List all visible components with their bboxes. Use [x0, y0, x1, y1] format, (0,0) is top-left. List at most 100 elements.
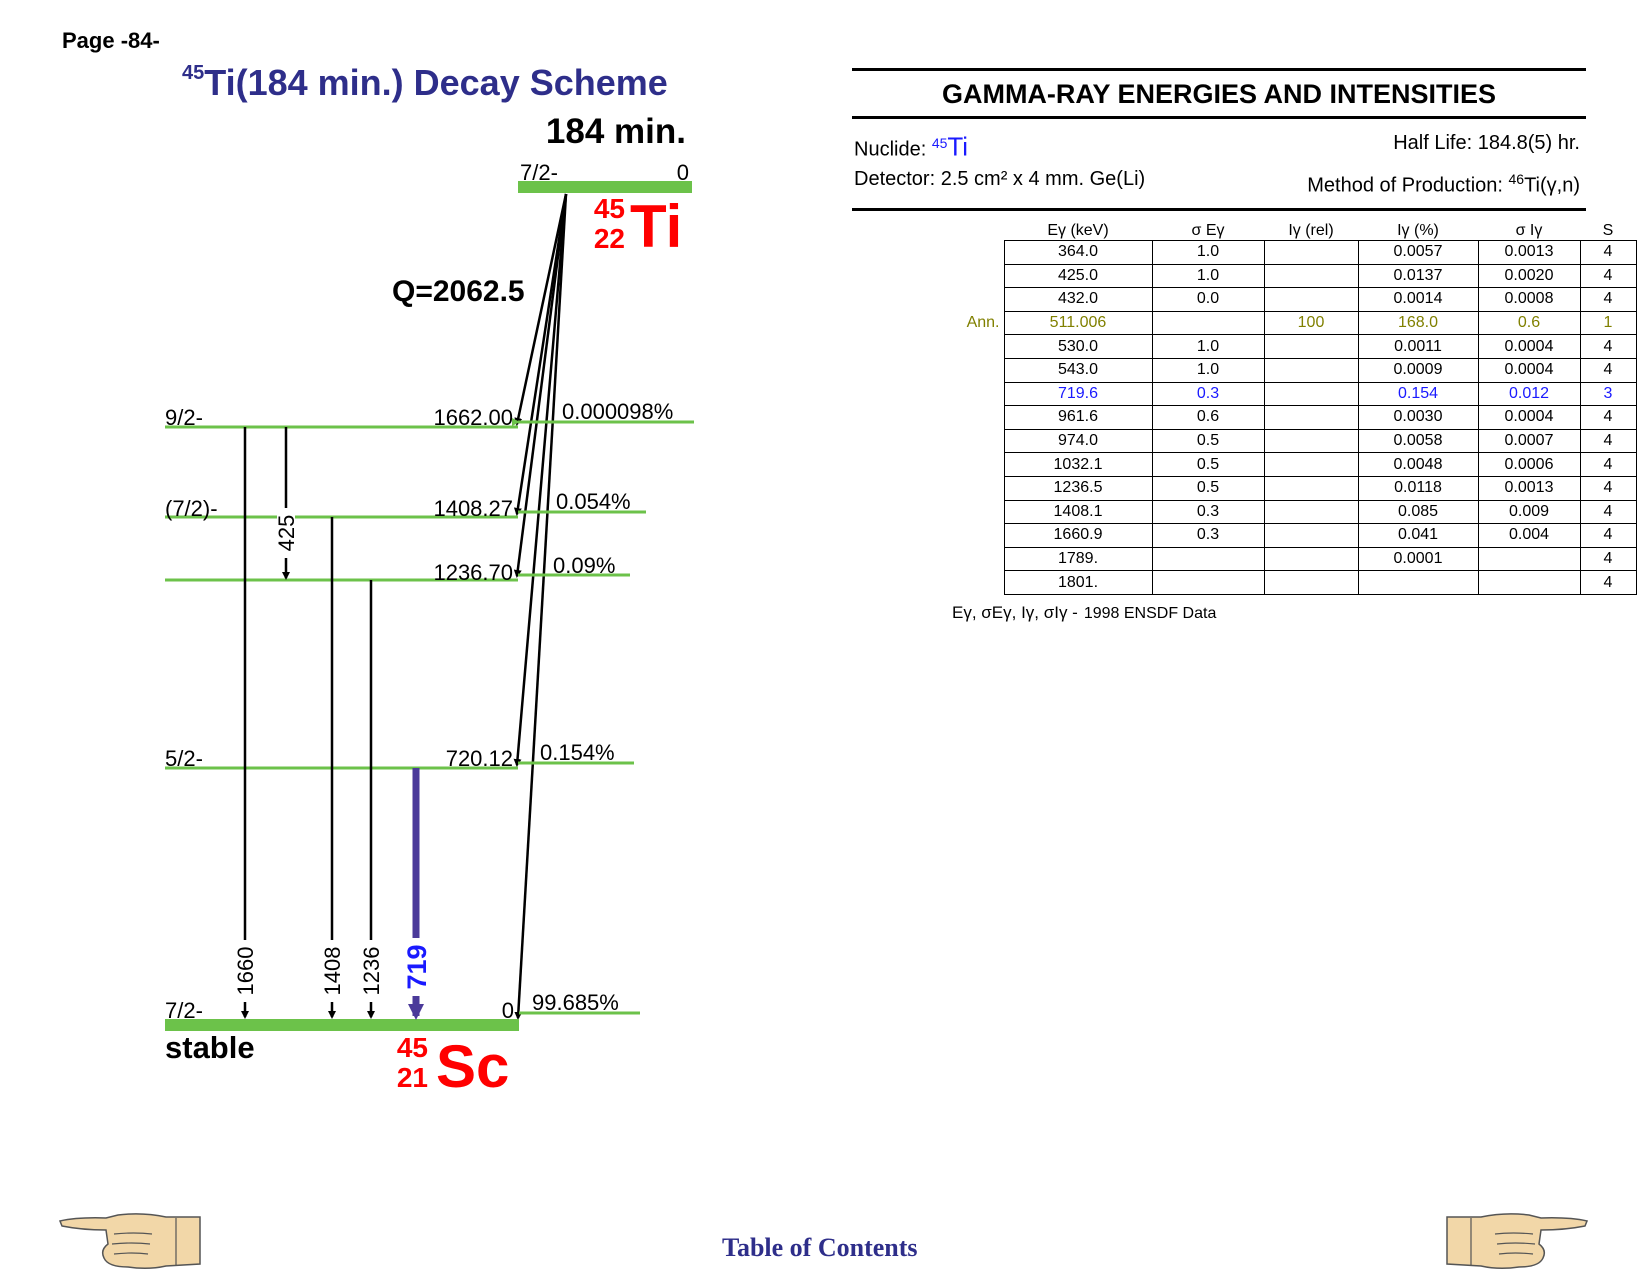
half-life-field: Half Life: 184.8(5) hr.: [1393, 132, 1580, 154]
cell-sigma-energy: [1151, 310, 1265, 336]
cell-s: 3: [1579, 381, 1637, 407]
row-label-header: [952, 210, 1004, 241]
daughter-atomic-number: 21: [397, 1062, 428, 1093]
label-1660-background: [236, 940, 254, 1002]
daughter-mass-number: 45: [397, 1032, 428, 1063]
row-label: [952, 358, 1004, 382]
cell-sigma-energy: 0.5: [1151, 428, 1265, 454]
row-label: [952, 241, 1004, 265]
cell-intensity-rel: [1263, 499, 1359, 525]
cell-sigma-energy: 1.0: [1151, 334, 1265, 359]
cell-energy: 974.0: [1003, 428, 1153, 454]
cell-intensity-pct: 168.0: [1357, 310, 1479, 336]
cell-intensity-pct: 0.0057: [1357, 240, 1479, 265]
gamma-table-body: 364.0 1.0 0.0057 0.0013 4 425.0 1.0 0.0137 0.002…: [952, 240, 1637, 595]
row-label: [952, 500, 1004, 524]
col-header-sigma-intensity: σ Iγ: [1515, 222, 1543, 239]
cell-energy: 961.6: [1003, 405, 1153, 430]
row-label: [952, 429, 1004, 453]
cell-s: 4: [1579, 240, 1637, 265]
title-rule: [852, 116, 1586, 119]
title-text: Ti(184 min.) Decay Scheme: [204, 62, 668, 103]
cell-sigma-energy: 1.0: [1151, 240, 1265, 265]
cell-s: 4: [1579, 428, 1637, 454]
cell-intensity-pct: 0.085: [1357, 499, 1479, 525]
table-of-contents-link[interactable]: Table of Contents: [722, 1233, 918, 1262]
cell-energy: 511.006: [1003, 310, 1153, 336]
table-row: 1801. 4: [952, 570, 1637, 595]
level-1236-energy: 1236.70: [433, 560, 513, 585]
cell-sigma-intensity: 0.0007: [1477, 428, 1581, 454]
cell-sigma-intensity: 0.6: [1477, 310, 1581, 336]
production-mass: 46: [1508, 170, 1525, 187]
cell-sigma-energy: 0.5: [1151, 475, 1265, 501]
level-1662-energy: 1662.00: [433, 405, 513, 430]
gamma-table: Eγ (keV) σ Eγ Iγ (rel) Iγ (%) σ Iγ S 364…: [952, 210, 1637, 595]
cell-sigma-intensity: 0.009: [1477, 499, 1581, 525]
cell-energy: 1660.9: [1003, 523, 1153, 548]
hand-pointing-left-icon[interactable]: [58, 1212, 204, 1272]
parent-mass-number: 45: [594, 193, 625, 224]
parent-energy: 0: [677, 160, 689, 185]
col-header-intensity-rel: Iγ (rel): [1288, 222, 1334, 239]
level-720-spin: 5/2-: [165, 746, 203, 771]
row-label: [952, 335, 1004, 359]
gamma-ray-panel: GAMMA-RAY ENERGIES AND INTENSITIES Nucli…: [852, 68, 1586, 212]
col-header-s: S: [1602, 222, 1614, 239]
cell-s: 1: [1579, 310, 1637, 336]
beta-line-to-1408: [513, 193, 568, 516]
cell-s: 4: [1579, 334, 1637, 359]
parent-level-bar: [518, 181, 692, 193]
level-1408-branch: 0.054%: [556, 489, 631, 514]
cell-intensity-pct: 0.0030: [1357, 405, 1479, 430]
cell-sigma-energy: 0.3: [1151, 523, 1265, 548]
cell-energy: 1408.1: [1003, 499, 1153, 525]
cell-intensity-rel: 100: [1263, 310, 1359, 336]
cell-s: 4: [1579, 570, 1637, 595]
table-row: Ann. 511.006 100 168.0 0.6 1: [952, 310, 1637, 336]
nuclide-field: Nuclide: 45Ti: [854, 129, 968, 165]
cell-s: 4: [1579, 499, 1637, 525]
cell-intensity-rel: [1263, 428, 1359, 454]
decay-scheme-title: 45Ti(184 min.) Decay Scheme: [182, 62, 668, 104]
row-label: [952, 288, 1004, 312]
cell-intensity-pct: 0.041: [1357, 523, 1479, 548]
label-1236-background: [362, 940, 380, 1002]
cell-sigma-energy: 0.3: [1151, 381, 1265, 407]
level-720-energy: 720.12: [446, 746, 513, 771]
production-field: Method of Production: 46Ti(γ,n): [1307, 165, 1580, 201]
level-1662-branch: 0.000098%: [562, 399, 673, 424]
cell-intensity-rel: [1263, 405, 1359, 430]
cell-s: 4: [1579, 287, 1637, 312]
hand-pointing-right-icon[interactable]: [1443, 1212, 1589, 1272]
cell-s: 4: [1579, 475, 1637, 501]
q-value: Q=2062.5: [392, 275, 525, 308]
table-row: 530.0 1.0 0.0011 0.0004 4: [952, 334, 1637, 359]
half-life-label: 184 min.: [546, 112, 686, 151]
nuclide-symbol: Ti: [947, 131, 969, 162]
col-header-sigma-energy: σ Eγ: [1191, 222, 1225, 239]
cell-intensity-pct: [1357, 570, 1479, 595]
table-row: 1408.1 0.3 0.085 0.009 4: [952, 499, 1637, 525]
cell-energy: 1789.: [1003, 546, 1153, 572]
cell-intensity-pct: 0.0118: [1357, 475, 1479, 501]
transition-1660-label: 1660: [233, 947, 258, 996]
cell-s: 4: [1579, 357, 1637, 383]
beta-line-to-720: [513, 193, 568, 767]
level-1662-spin: 9/2-: [165, 405, 203, 430]
ground-energy: 0: [502, 998, 514, 1023]
beta-line-to-ground: [514, 193, 568, 1020]
cell-energy: 719.6: [1003, 381, 1153, 407]
cell-energy: 1236.5: [1003, 475, 1153, 501]
row-label: [952, 264, 1004, 288]
stable-label: stable: [165, 1030, 255, 1065]
cell-s: 4: [1579, 523, 1637, 548]
level-1408-energy: 1408.27: [433, 496, 513, 521]
decay-scheme-diagram: 184 min. 7/2- 0 45 22 Ti Q=2062.5 9/2- 1…: [165, 112, 694, 1100]
row-label: [952, 453, 1004, 477]
cell-intensity-rel: [1263, 475, 1359, 501]
daughter-symbol: Sc: [436, 1033, 509, 1100]
beta-line-to-1662: [514, 193, 568, 426]
cell-intensity-rel: [1263, 357, 1359, 383]
table-row: 432.0 0.0 0.0014 0.0008 4: [952, 287, 1637, 312]
